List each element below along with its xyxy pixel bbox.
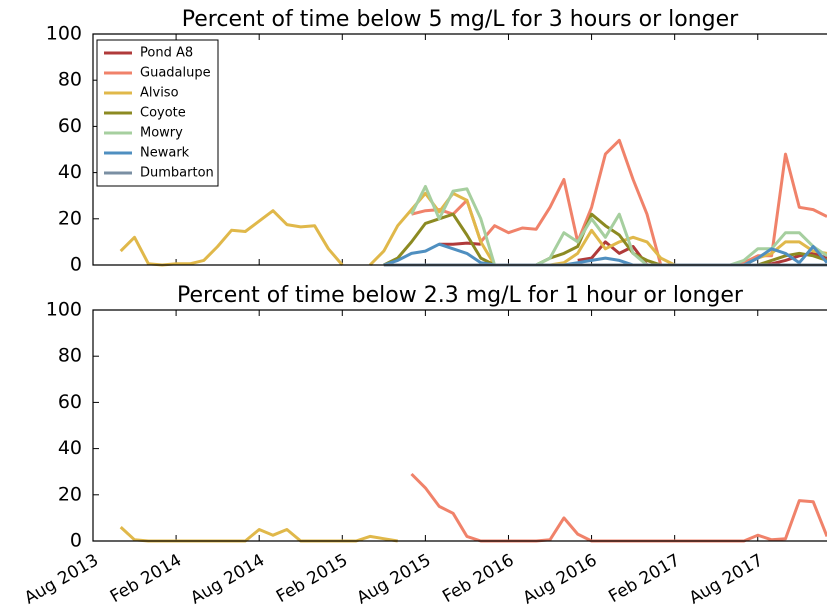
- legend-label: Alviso: [140, 86, 179, 101]
- chart-title: Percent of time below 2.3 mg/L for 1 hou…: [177, 283, 744, 308]
- x-tick-label: Feb 2016: [439, 550, 517, 607]
- legend-label: Mowry: [140, 126, 183, 141]
- x-tick-label: Aug 2014: [187, 550, 268, 608]
- legend-label: Coyote: [140, 106, 186, 121]
- x-tick-label: Aug 2017: [686, 550, 767, 608]
- y-tick-label: 20: [58, 483, 82, 505]
- y-tick-label: 80: [58, 69, 82, 91]
- legend-label: Guadalupe: [140, 66, 211, 81]
- y-tick-label: 20: [58, 207, 82, 229]
- x-tick-label: Aug 2016: [520, 550, 601, 608]
- series-line: [410, 472, 827, 543]
- y-tick-label: 0: [70, 254, 82, 276]
- x-tick-label: Aug 2013: [21, 550, 102, 608]
- legend-label: Newark: [140, 146, 190, 161]
- axes-frame: [92, 33, 827, 266]
- y-tick-label: 60: [58, 115, 82, 137]
- y-tick-label: 0: [70, 530, 82, 552]
- y-tick-label: 40: [58, 161, 82, 183]
- axes-frame: [92, 309, 827, 542]
- y-tick-label: 100: [46, 299, 82, 321]
- chart-title: Percent of time below 5 mg/L for 3 hours…: [182, 7, 739, 32]
- y-tick-label: 100: [46, 23, 82, 45]
- x-tick-label: Aug 2015: [353, 550, 434, 608]
- x-tick-label: Feb 2017: [605, 550, 683, 607]
- y-tick-label: 60: [58, 391, 82, 413]
- legend-label: Pond A8: [140, 46, 193, 61]
- legend-label: Dumbarton: [140, 166, 214, 181]
- x-tick-label: Feb 2015: [273, 550, 351, 607]
- y-tick-label: 40: [58, 437, 82, 459]
- y-tick-label: 80: [58, 345, 82, 367]
- x-tick-label: Feb 2014: [107, 550, 185, 607]
